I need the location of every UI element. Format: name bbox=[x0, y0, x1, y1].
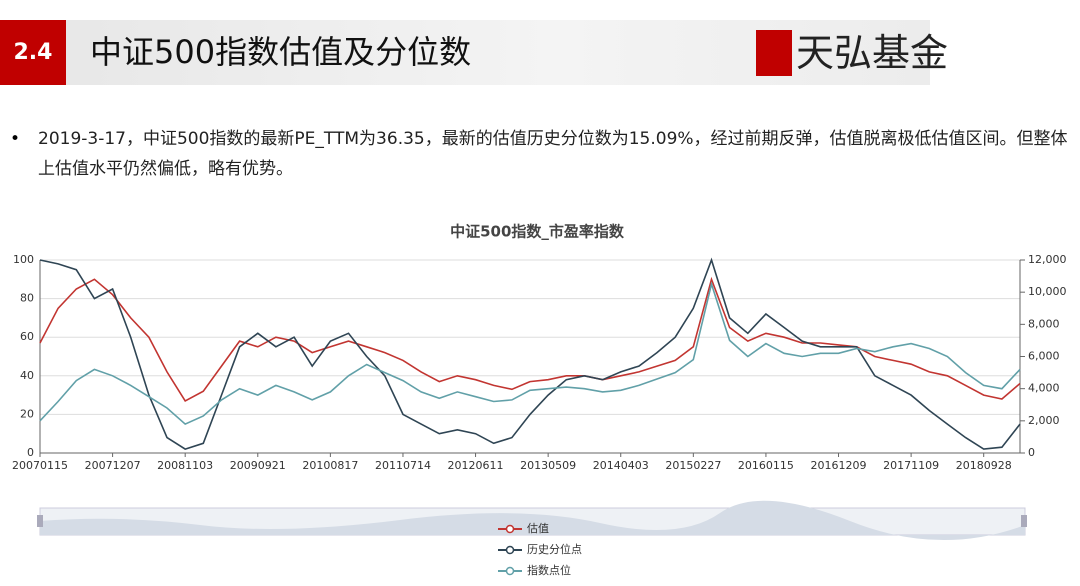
zoom-handle[interactable] bbox=[1021, 515, 1027, 527]
x-tick-label: 20171109 bbox=[883, 459, 939, 472]
y2-tick-label: 6,000 bbox=[1028, 350, 1060, 363]
x-tick-label: 20161209 bbox=[811, 459, 867, 472]
y2-tick-label: 8,000 bbox=[1028, 317, 1060, 330]
y2-tick-label: 0 bbox=[1028, 446, 1035, 459]
x-tick-label: 20090921 bbox=[230, 459, 286, 472]
legend-swatch bbox=[505, 566, 515, 576]
y-tick-label: 0 bbox=[27, 446, 34, 459]
x-tick-label: 20150227 bbox=[665, 459, 721, 472]
x-tick-label: 20110714 bbox=[375, 459, 431, 472]
y2-tick-label: 10,000 bbox=[1028, 285, 1067, 298]
y-tick-label: 20 bbox=[20, 407, 34, 420]
x-tick-label: 20180928 bbox=[956, 459, 1012, 472]
y2-tick-label: 4,000 bbox=[1028, 382, 1060, 395]
x-tick-label: 20140403 bbox=[593, 459, 649, 472]
x-tick-label: 20070115 bbox=[12, 459, 68, 472]
x-tick-label: 20120611 bbox=[448, 459, 504, 472]
logo: 天弘基金 bbox=[756, 30, 948, 76]
legend-label[interactable]: 估值 bbox=[527, 522, 549, 535]
y2-tick-label: 12,000 bbox=[1028, 253, 1067, 266]
x-tick-label: 20100817 bbox=[302, 459, 358, 472]
y-tick-label: 100 bbox=[13, 253, 34, 266]
chart-title: 中证500指数_市盈率指数 bbox=[450, 223, 625, 241]
x-tick-label: 20081103 bbox=[157, 459, 213, 472]
x-tick-label: 20130509 bbox=[520, 459, 576, 472]
zoom-handle[interactable] bbox=[37, 515, 43, 527]
slide-title: 中证500指数估值及分位数 bbox=[90, 33, 472, 71]
zoom-preview bbox=[40, 500, 1025, 541]
legend-swatch bbox=[505, 545, 515, 555]
series-line bbox=[39, 281, 1021, 426]
bullet-text: 2019-3-17，中证500指数的最新PE_TTM为36.35，最新的估值历史… bbox=[38, 129, 1068, 179]
x-tick-label: 20071207 bbox=[85, 459, 141, 472]
legend-swatch bbox=[505, 524, 515, 534]
y-tick-label: 40 bbox=[20, 369, 34, 382]
chart: 中证500指数_市盈率指数 0 20 40 60 80 100 0 2,000 4,000 6,0… bbox=[12, 223, 1067, 578]
y2-tick-label: 2,000 bbox=[1028, 414, 1060, 427]
x-tick-label: 20160115 bbox=[738, 459, 794, 472]
y-tick-label: 60 bbox=[20, 330, 34, 343]
legend-label[interactable]: 历史分位点 bbox=[527, 542, 582, 556]
legend-label[interactable]: 指数点位 bbox=[527, 563, 571, 577]
series-line bbox=[39, 257, 1021, 450]
section-number: 2.4 bbox=[0, 20, 66, 85]
series-line bbox=[39, 276, 1021, 402]
y-tick-label: 80 bbox=[20, 292, 34, 305]
bullet-dot: • bbox=[10, 129, 21, 149]
